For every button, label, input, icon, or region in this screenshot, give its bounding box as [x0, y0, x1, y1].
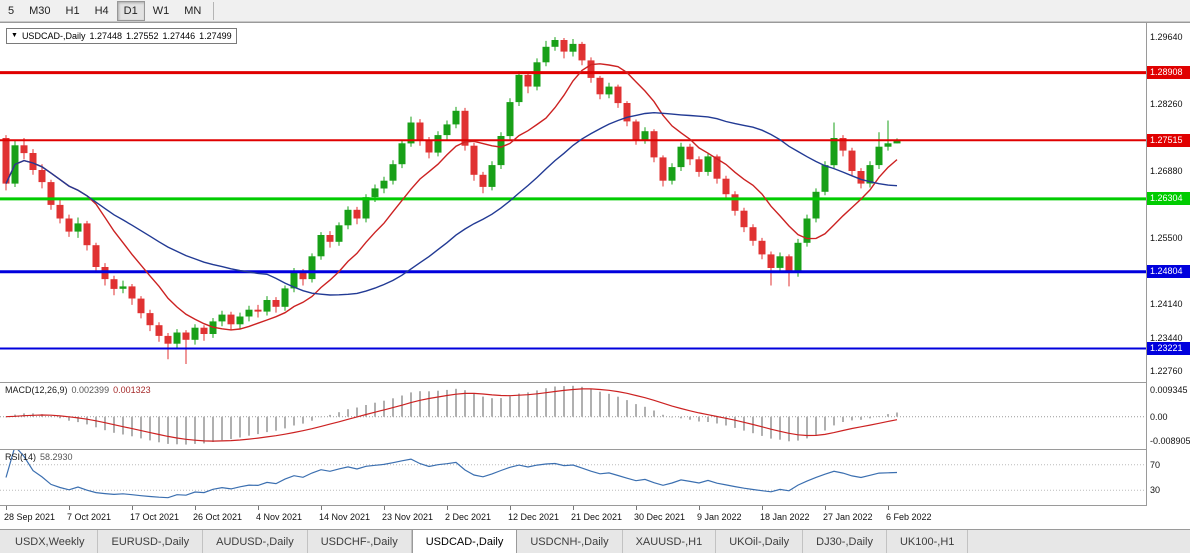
main-chart-canvas[interactable] [0, 23, 1146, 382]
chart-tab-xauusd[interactable]: XAUUSD-,H1 [623, 530, 717, 553]
date-label: 26 Oct 2021 [193, 512, 243, 522]
rsi-name: RSI(14) [5, 452, 37, 462]
candlesticks [2, 37, 901, 364]
price-axis-label: 1.23440 [1150, 333, 1183, 343]
rsi-axis-label: 70 [1150, 460, 1161, 470]
time-axis-tick [762, 506, 763, 510]
timeframe-toolbar: 5 M30 H1 H4 D1 W1 MN [0, 0, 1190, 22]
chart-tab-dj30[interactable]: DJ30-,Daily [803, 530, 887, 553]
period-button-d1[interactable]: D1 [116, 0, 145, 21]
time-axis-tick [699, 506, 700, 510]
price-axis-label: 1.24140 [1150, 299, 1183, 309]
price-level-badge: 1.24804 [1147, 265, 1190, 278]
price-level-badge: 1.28908 [1147, 66, 1190, 79]
price-level-badge: 1.23221 [1147, 342, 1190, 355]
macd-axis-label: -0.008905 [1150, 436, 1190, 446]
price-axis[interactable]: 1.29640 1.28260 1.26880 1.25500 1.24140 1.234… [1146, 23, 1190, 506]
chart-tab-usdx[interactable]: USDX,Weekly [2, 530, 99, 553]
panel-separator [0, 505, 1190, 506]
date-label: 2 Dec 2021 [445, 512, 492, 522]
macd-axis-label: 0.009345 [1150, 385, 1188, 395]
price-axis-label: 1.22760 [1150, 366, 1183, 376]
rsi-value: 58.2930 [40, 452, 73, 462]
chart-tabs-bar: USDX,Weekly EURUSD-,Daily AUDUSD-,Daily USD… [0, 529, 1190, 553]
chart-tab-usdcad[interactable]: USDCAD-,Daily [411, 530, 518, 553]
date-label: 7 Oct 2021 [67, 512, 112, 522]
rsi-line [5, 450, 898, 499]
date-label: 17 Oct 2021 [130, 512, 180, 522]
macd-panel-canvas[interactable] [0, 383, 1146, 449]
panel-separator[interactable] [0, 449, 1190, 450]
chart-tab-audusd[interactable]: AUDUSD-,Daily [203, 530, 308, 553]
date-label: 12 Dec 2021 [508, 512, 560, 522]
chart-tab-usdcnh[interactable]: USDCNH-,Daily [517, 530, 623, 553]
time-axis-tick [573, 506, 574, 510]
panel-separator[interactable] [0, 382, 1190, 383]
date-label: 28 Sep 2021 [4, 512, 56, 522]
macd-main-value: 0.002399 [71, 385, 110, 395]
macd-signal-value: 0.001323 [113, 385, 151, 395]
time-axis-tick [888, 506, 889, 510]
rsi-axis-label: 30 [1150, 485, 1161, 495]
date-label: 21 Dec 2021 [571, 512, 623, 522]
date-label: 27 Jan 2022 [823, 512, 873, 522]
time-axis-tick [825, 506, 826, 510]
date-label: 9 Jan 2022 [697, 512, 742, 522]
date-label: 30 Dec 2021 [634, 512, 686, 522]
rsi-label: RSI(14) 58.2930 [5, 452, 77, 462]
macd-name: MACD(12,26,9) [5, 385, 68, 395]
date-label: 23 Nov 2021 [382, 512, 434, 522]
time-axis-tick [321, 506, 322, 510]
macd-label: MACD(12,26,9) 0.002399 0.001323 [5, 385, 155, 395]
date-label: 4 Nov 2021 [256, 512, 303, 522]
ohlc-open: 1.27448 [89, 31, 122, 41]
time-axis-tick [132, 506, 133, 510]
chart-tab-eurusd[interactable]: EURUSD-,Daily [98, 530, 204, 553]
ohlc-low: 1.27446 [162, 31, 196, 41]
period-button-m30[interactable]: M30 [29, 4, 51, 17]
period-button-h4[interactable]: H4 [94, 4, 109, 17]
chart-tab-usdchf[interactable]: USDCHF-,Daily [308, 530, 412, 553]
time-axis-tick [195, 506, 196, 510]
time-axis-tick [69, 506, 70, 510]
price-axis-label: 1.29640 [1150, 32, 1183, 42]
macd-axis-label: 0.00 [1150, 412, 1168, 422]
chart-title-box: ▼ USDCAD-,Daily 1.27448 1.27552 1.27446 … [6, 28, 237, 44]
macd-histogram [5, 385, 898, 445]
time-axis-tick [510, 506, 511, 510]
chart-tab-ukoil[interactable]: UKOil-,Daily [716, 530, 804, 553]
date-label: 6 Feb 2022 [886, 512, 932, 522]
ohlc-high: 1.27552 [126, 31, 159, 41]
time-axis-tick [636, 506, 637, 510]
price-axis-label: 1.25500 [1150, 233, 1183, 243]
period-button-mn[interactable]: MN [184, 4, 202, 17]
price-axis-label: 1.26880 [1150, 166, 1183, 176]
time-axis[interactable]: 28 Sep 2021 7 Oct 2021 17 Oct 2021 26 Oct 2… [0, 506, 1190, 530]
chart-dropdown-icon[interactable]: ▼ [11, 32, 18, 39]
time-axis-tick [6, 506, 7, 510]
date-label: 18 Jan 2022 [760, 512, 810, 522]
time-axis-tick [258, 506, 259, 510]
time-axis-tick [384, 506, 385, 510]
ohlc-close: 1.27499 [199, 31, 232, 41]
date-label: 14 Nov 2021 [319, 512, 371, 522]
chart-tab-uk100[interactable]: UK100-,H1 [887, 530, 969, 553]
rsi-panel-canvas[interactable] [0, 450, 1146, 505]
macd-signal-line [5, 388, 898, 442]
moving-average-lines [5, 63, 898, 331]
period-button-h1[interactable]: H1 [65, 4, 80, 17]
price-level-badge: 1.27515 [1147, 134, 1190, 147]
chart-window: ▼ USDCAD-,Daily 1.27448 1.27552 1.27446 … [0, 22, 1190, 530]
period-button-w1[interactable]: W1 [152, 4, 170, 17]
time-axis-tick [447, 506, 448, 510]
toolbar-separator [213, 1, 215, 20]
period-button-5[interactable]: 5 [8, 4, 15, 17]
chart-symbol-label: USDCAD-,Daily [21, 31, 86, 41]
horizontal-level-lines [0, 71, 1146, 350]
price-axis-label: 1.28260 [1150, 99, 1183, 109]
price-level-badge: 1.26304 [1147, 192, 1190, 205]
